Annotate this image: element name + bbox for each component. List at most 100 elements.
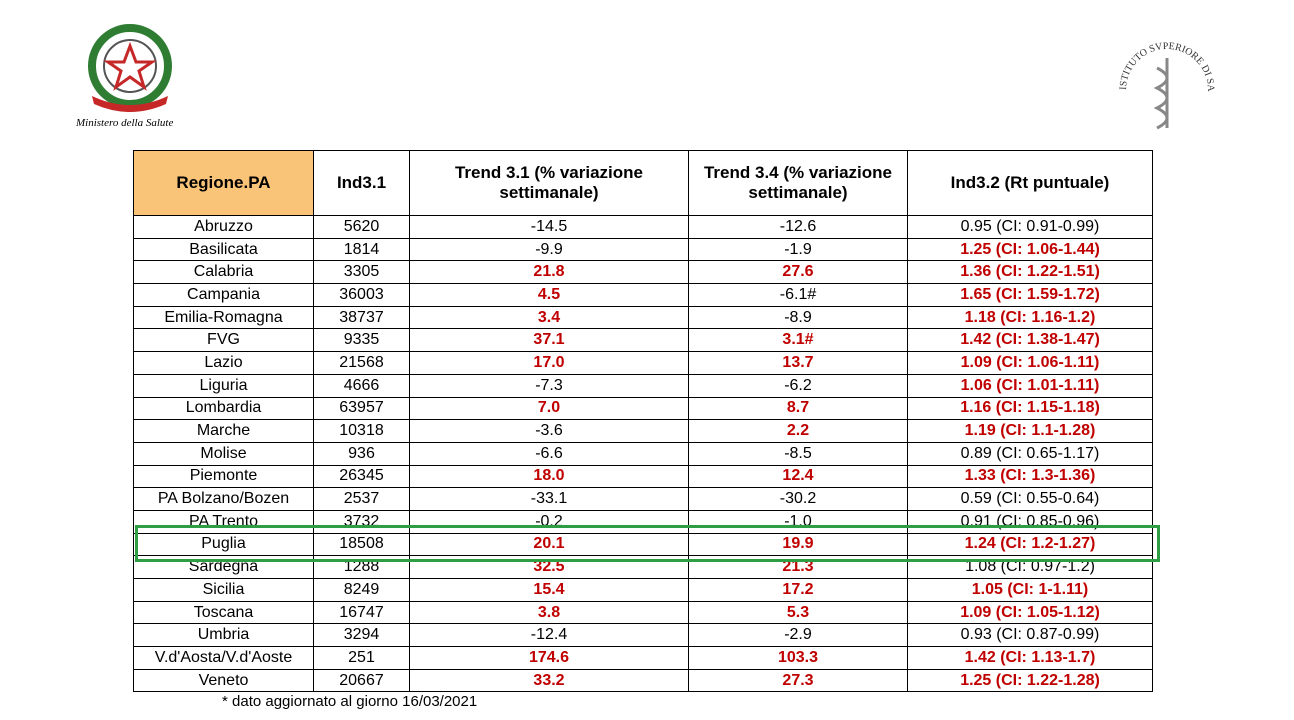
- table-cell: 26345: [313, 464, 410, 489]
- table-cell: 21.3: [688, 555, 908, 579]
- table-cell: 18508: [313, 532, 410, 557]
- table-cell: Umbria: [133, 623, 314, 648]
- table-cell: 2.2: [688, 419, 908, 443]
- table-row: Toscana 16747 3.8 5.3 1.09 (CI: 1.05-1.12): [133, 600, 1153, 625]
- column-header: Trend 3.1 (% variazione settimanale): [409, 150, 689, 216]
- table-cell: 10318: [313, 419, 410, 443]
- table-cell: 4666: [313, 373, 410, 398]
- table-cell: PA Bolzano/Bozen: [133, 487, 314, 511]
- table-cell: 37.1: [409, 328, 689, 353]
- table-cell: 0.93 (CI: 0.87-0.99): [907, 623, 1153, 648]
- table-row: Marche 10318 -3.6 2.2 1.19 (CI: 1.1-1.28): [133, 419, 1153, 443]
- table-cell: 17.0: [409, 351, 689, 375]
- table-row: Liguria 4666 -7.3 -6.2 1.06 (CI: 1.01-1.11): [133, 373, 1153, 398]
- table-cell: Puglia: [133, 532, 314, 557]
- table-cell: Basilicata: [133, 237, 314, 262]
- table-cell: Sardegna: [133, 555, 314, 579]
- table-cell: 3732: [313, 509, 410, 534]
- table-body: Abruzzo 5620 -14.5 -12.6 0.95 (CI: 0.91-0.99…: [133, 215, 1153, 693]
- table-row: Sicilia 8249 15.4 17.2 1.05 (CI: 1-1.11): [133, 578, 1153, 602]
- table-cell: 21568: [313, 351, 410, 375]
- column-header: Ind3.1: [313, 150, 410, 216]
- table-cell: -1.0: [688, 509, 908, 534]
- table-cell: PA Trento: [133, 509, 314, 534]
- table-cell: 1.08 (CI: 0.97-1.2): [907, 555, 1153, 579]
- table-row: V.d'Aosta/V.d'Aoste 251 174.6 103.3 1.42 (CI…: [133, 646, 1153, 670]
- table-cell: 27.3: [688, 668, 908, 693]
- table-cell: -9.9: [409, 237, 689, 262]
- table-row: Basilicata 1814 -9.9 -1.9 1.25 (CI: 1.06-1.4…: [133, 237, 1153, 262]
- table-cell: 7.0: [409, 396, 689, 421]
- table-cell: -12.4: [409, 623, 689, 648]
- table-cell: 0.59 (CI: 0.55-0.64): [907, 487, 1153, 511]
- table-cell: 5.3: [688, 600, 908, 625]
- table-cell: -12.6: [688, 215, 908, 239]
- table-cell: 1.09 (CI: 1.05-1.12): [907, 600, 1153, 625]
- table-cell: 1.25 (CI: 1.06-1.44): [907, 237, 1153, 262]
- table-row: Calabria 3305 21.8 27.6 1.36 (CI: 1.22-1.51): [133, 260, 1153, 285]
- table-cell: 3.8: [409, 600, 689, 625]
- table-cell: -30.2: [688, 487, 908, 511]
- table-cell: 1.42 (CI: 1.38-1.47): [907, 328, 1153, 353]
- table-cell: 1.65 (CI: 1.59-1.72): [907, 283, 1153, 307]
- table-row: Sardegna 1288 32.5 21.3 1.08 (CI: 0.97-1.2): [133, 555, 1153, 579]
- table-cell: Piemonte: [133, 464, 314, 489]
- table-row: Puglia 18508 20.1 19.9 1.24 (CI: 1.2-1.27): [133, 532, 1153, 557]
- table-cell: 21.8: [409, 260, 689, 285]
- table-row: Lazio 21568 17.0 13.7 1.09 (CI: 1.06-1.11): [133, 351, 1153, 375]
- table-cell: Molise: [133, 441, 314, 466]
- footnote: * dato aggiornato al giorno 16/03/2021: [222, 693, 478, 710]
- table-cell: 13.7: [688, 351, 908, 375]
- table-cell: -3.6: [409, 419, 689, 443]
- table-cell: -6.6: [409, 441, 689, 466]
- table-cell: 1.19 (CI: 1.1-1.28): [907, 419, 1153, 443]
- ministry-logo: [88, 24, 172, 112]
- table-cell: 1.18 (CI: 1.16-1.2): [907, 305, 1153, 330]
- table-cell: 16747: [313, 600, 410, 625]
- table-cell: 251: [313, 646, 410, 670]
- table-cell: 12.4: [688, 464, 908, 489]
- table-cell: 3294: [313, 623, 410, 648]
- table-cell: 174.6: [409, 646, 689, 670]
- table-cell: 9335: [313, 328, 410, 353]
- table-cell: 1.09 (CI: 1.06-1.11): [907, 351, 1153, 375]
- data-table: Regione.PA Ind3.1 Trend 3.1 (% variazione …: [133, 150, 1153, 693]
- table-cell: -1.9: [688, 237, 908, 262]
- table-row: FVG 9335 37.1 3.1# 1.42 (CI: 1.38-1.47): [133, 328, 1153, 353]
- table-cell: 17.2: [688, 578, 908, 602]
- table-row: Umbria 3294 -12.4 -2.9 0.93 (CI: 0.87-0.99): [133, 623, 1153, 648]
- table-cell: 3.1#: [688, 328, 908, 353]
- table-cell: 15.4: [409, 578, 689, 602]
- table-cell: 2537: [313, 487, 410, 511]
- table-cell: 63957: [313, 396, 410, 421]
- table-cell: Lazio: [133, 351, 314, 375]
- table-cell: Marche: [133, 419, 314, 443]
- table-row: PA Bolzano/Bozen 2537 -33.1 -30.2 0.59 (CI: …: [133, 487, 1153, 511]
- table-cell: 1.33 (CI: 1.3-1.36): [907, 464, 1153, 489]
- table-cell: 4.5: [409, 283, 689, 307]
- table-cell: -14.5: [409, 215, 689, 239]
- table-row: Emilia-Romagna 38737 3.4 -8.9 1.18 (CI: 1.16…: [133, 305, 1153, 330]
- table-cell: FVG: [133, 328, 314, 353]
- table-cell: -8.5: [688, 441, 908, 466]
- table-cell: 3.4: [409, 305, 689, 330]
- iss-logo: ISTITUTO SVPERIORE DI SANITÀ: [1112, 28, 1216, 130]
- table-cell: Liguria: [133, 373, 314, 398]
- table-cell: 1.16 (CI: 1.15-1.18): [907, 396, 1153, 421]
- table-cell: 1.25 (CI: 1.22-1.28): [907, 668, 1153, 693]
- table-cell: 32.5: [409, 555, 689, 579]
- table-cell: Lombardia: [133, 396, 314, 421]
- column-header: Regione.PA: [133, 150, 314, 216]
- table-cell: Veneto: [133, 668, 314, 693]
- table-cell: 19.9: [688, 532, 908, 557]
- table-cell: -7.3: [409, 373, 689, 398]
- table-cell: Campania: [133, 283, 314, 307]
- table-cell: V.d'Aosta/V.d'Aoste: [133, 646, 314, 670]
- table-cell: 1288: [313, 555, 410, 579]
- table-cell: 20.1: [409, 532, 689, 557]
- column-header: Ind3.2 (Rt puntuale): [907, 150, 1153, 216]
- table-cell: 1.05 (CI: 1-1.11): [907, 578, 1153, 602]
- table-cell: 8249: [313, 578, 410, 602]
- table-cell: 1.24 (CI: 1.2-1.27): [907, 532, 1153, 557]
- table-cell: Sicilia: [133, 578, 314, 602]
